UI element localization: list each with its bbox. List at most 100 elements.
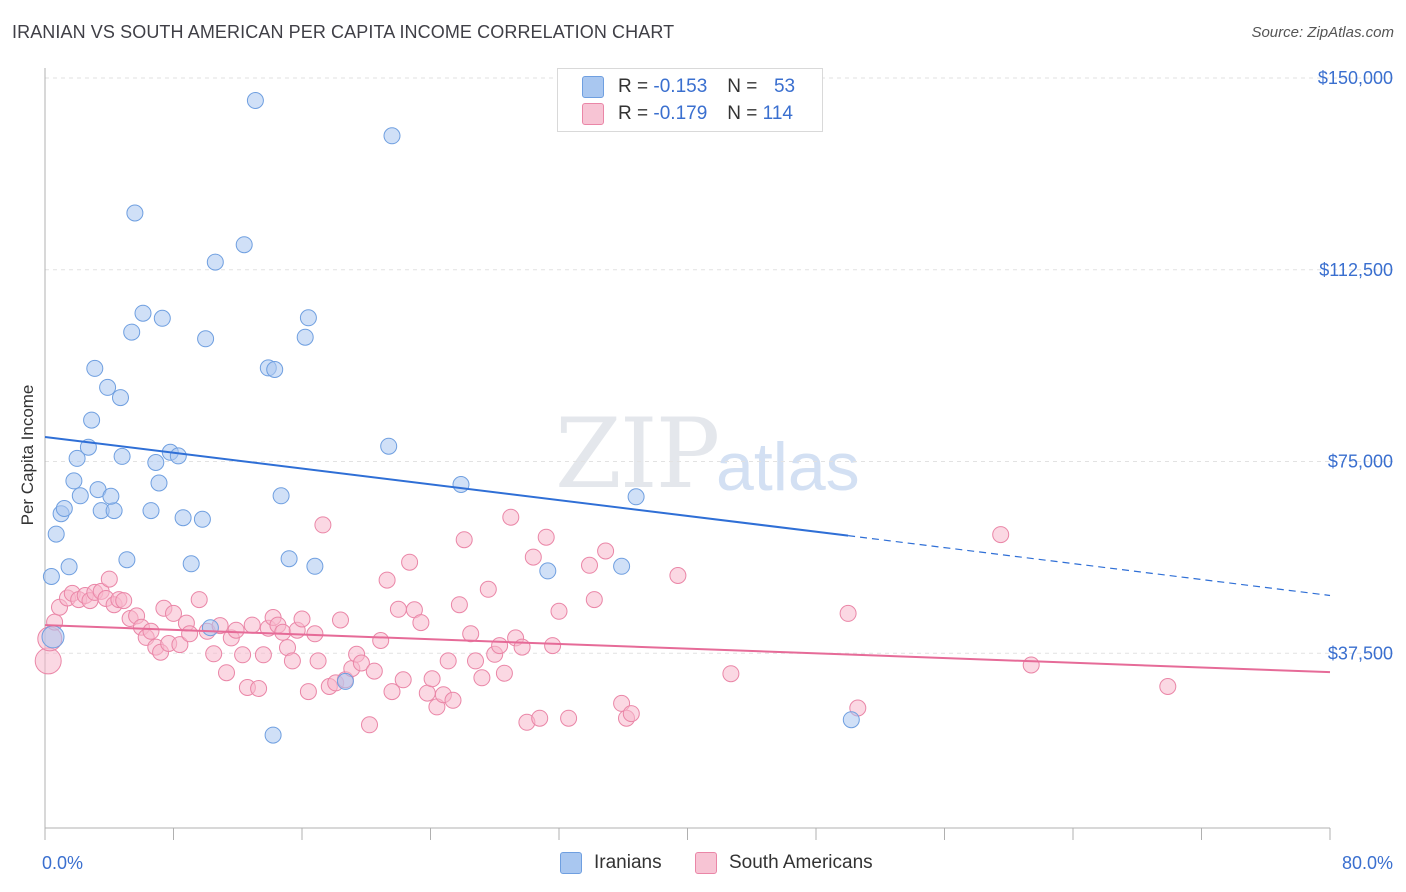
south-american-point bbox=[412, 614, 430, 632]
south-american-point bbox=[250, 680, 268, 697]
iranian-point bbox=[86, 359, 104, 377]
south-american-point bbox=[550, 602, 568, 620]
iranian-point bbox=[613, 557, 631, 575]
south-american-point bbox=[142, 622, 160, 640]
y-tick-label: $112,500 bbox=[1319, 260, 1393, 280]
correlation-legend: R = -0.153 N = 53 R = -0.179 N = 114 bbox=[557, 68, 823, 132]
south-american-point bbox=[560, 709, 578, 727]
series-legend-iranians[interactable]: Iranians bbox=[560, 852, 662, 874]
series-legend: Iranians South Americans bbox=[0, 852, 1406, 878]
south-american-point bbox=[531, 709, 549, 727]
iranian-point bbox=[47, 525, 65, 543]
chart-title: IRANIAN VS SOUTH AMERICAN PER CAPITA INC… bbox=[12, 22, 675, 42]
iranian-point bbox=[102, 487, 120, 505]
south-american-point bbox=[378, 571, 396, 589]
south-american-point bbox=[423, 670, 441, 688]
south-american-point bbox=[306, 625, 324, 643]
source-note: Source: ZipAtlas.com bbox=[1251, 24, 1394, 41]
iranian-point bbox=[123, 323, 141, 341]
iranian-point bbox=[182, 555, 200, 573]
south-american-point bbox=[365, 662, 383, 680]
south-american-point bbox=[585, 591, 603, 609]
legend-row-south-americans: R = -0.179 N = 114 bbox=[582, 102, 793, 126]
south-american-point bbox=[190, 591, 208, 609]
south-american-point bbox=[372, 632, 390, 649]
y-tick-label: $75,000 bbox=[1328, 452, 1393, 472]
iranian-point bbox=[299, 309, 317, 327]
south-american-point bbox=[181, 625, 199, 643]
south-american-point bbox=[491, 637, 509, 655]
series-legend-south-americans[interactable]: South Americans bbox=[695, 852, 873, 874]
legend-row-iranians: R = -0.153 N = 53 bbox=[582, 75, 795, 99]
iranian-point bbox=[235, 236, 253, 254]
south-american-point bbox=[450, 596, 468, 614]
south-american-point bbox=[839, 604, 857, 622]
south-american-point bbox=[1159, 678, 1177, 695]
south-american-point bbox=[227, 621, 245, 639]
iranian-point bbox=[142, 502, 160, 520]
south-american-point bbox=[34, 647, 62, 675]
south-american-point bbox=[165, 604, 182, 622]
legend-n-label: N = bbox=[727, 76, 758, 97]
iranian-point bbox=[272, 487, 290, 505]
iranian-point bbox=[452, 476, 470, 493]
south-american-point bbox=[332, 611, 349, 629]
south-american-point bbox=[455, 531, 473, 549]
iranian-point bbox=[71, 487, 89, 505]
south-american-point bbox=[100, 570, 118, 588]
iranian-point bbox=[126, 204, 144, 222]
iranian-point bbox=[539, 562, 557, 580]
iranian-point bbox=[306, 557, 324, 575]
south-american-point bbox=[467, 652, 484, 670]
iranian-point bbox=[83, 411, 101, 429]
iranian-point bbox=[206, 253, 224, 271]
iranian-point bbox=[266, 361, 284, 378]
south-american-point bbox=[218, 664, 235, 682]
iranian-point bbox=[112, 389, 129, 407]
watermark-atlas: atlas bbox=[716, 429, 860, 505]
south-american-point bbox=[473, 669, 491, 687]
south-american-point bbox=[439, 652, 457, 670]
iranian-point bbox=[193, 510, 211, 528]
iranian-point bbox=[118, 551, 136, 569]
iranian-point bbox=[197, 330, 215, 348]
south-american-point bbox=[171, 636, 189, 654]
iranian-point bbox=[246, 92, 264, 109]
iranian-point bbox=[380, 437, 398, 455]
iranian-point bbox=[60, 558, 78, 576]
iranian-point bbox=[280, 550, 298, 568]
south-american-point bbox=[254, 646, 272, 664]
legend-n-label: N = bbox=[727, 103, 758, 124]
iranian-point bbox=[113, 447, 131, 465]
south-american-point bbox=[314, 516, 332, 534]
legend-swatch-iranians bbox=[582, 76, 604, 98]
iranian-point bbox=[65, 472, 83, 490]
south-american-point bbox=[597, 542, 615, 560]
south-american-point bbox=[669, 567, 687, 584]
y-tick-label: $37,500 bbox=[1328, 643, 1393, 663]
south-american-point bbox=[462, 625, 480, 643]
series-swatch-iranians bbox=[560, 852, 582, 874]
south-american-point bbox=[234, 646, 252, 664]
iranians-trend-extension bbox=[848, 535, 1331, 597]
legend-r-value: -0.153 bbox=[653, 76, 708, 97]
south-american-point bbox=[352, 654, 370, 672]
south-american-point bbox=[537, 528, 555, 546]
south-american-point bbox=[293, 610, 311, 628]
iranian-point bbox=[150, 474, 168, 492]
series-swatch-south-americans bbox=[695, 852, 717, 874]
iranian-point bbox=[147, 454, 165, 471]
series-label-iranians: Iranians bbox=[594, 852, 662, 873]
iranian-point bbox=[336, 672, 354, 690]
south-american-point bbox=[992, 526, 1010, 544]
iranian-point bbox=[55, 500, 73, 517]
south-american-point bbox=[444, 691, 462, 709]
iranian-point bbox=[153, 309, 171, 327]
south-american-point bbox=[383, 683, 401, 701]
iranian-point bbox=[842, 711, 860, 729]
south-american-point bbox=[309, 652, 327, 670]
iranians-trend-line bbox=[44, 435, 849, 537]
south-american-point bbox=[274, 623, 292, 641]
south-american-point bbox=[361, 716, 378, 734]
